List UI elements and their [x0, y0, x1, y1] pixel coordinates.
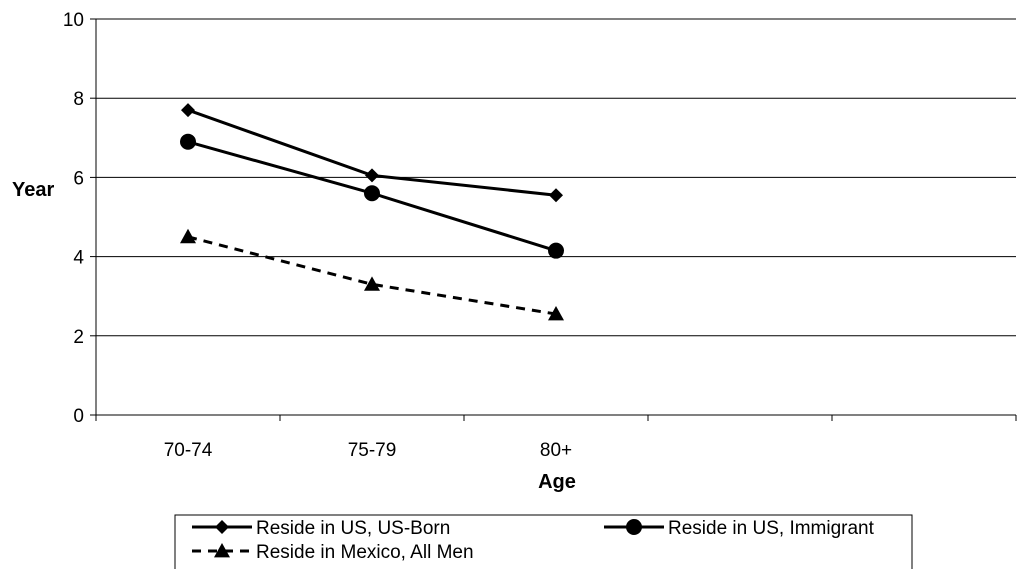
x-tick-labels: 70-74 75-79 80+ [164, 440, 572, 461]
legend-item: Reside in Mexico, All Men [192, 542, 474, 563]
legend-marker [214, 543, 230, 558]
legend-marker [626, 519, 642, 535]
gridlines [96, 18, 1016, 337]
series-1 [181, 103, 563, 203]
legend-item: Reside in US, US-Born [192, 518, 450, 539]
data-point [181, 103, 195, 118]
series-line [187, 235, 557, 316]
series-3 [180, 228, 564, 321]
legend-item: Reside in US, Immigrant [604, 518, 875, 539]
legend-label: Reside in US, Immigrant [668, 518, 875, 539]
axes [90, 18, 1017, 421]
x-tick-label: 80+ [540, 440, 572, 461]
legend-marker [215, 520, 229, 534]
data-point [548, 242, 564, 259]
series-2 [180, 133, 564, 259]
x-axis-title: Age [538, 471, 576, 493]
legend-label: Reside in Mexico, All Men [256, 542, 474, 563]
legend-box [174, 514, 913, 569]
data-point [549, 188, 563, 203]
legend: Reside in US, US-Born Reside in US, Immig… [174, 514, 913, 569]
series-line [187, 108, 557, 197]
x-tick-label: 70-74 [164, 440, 213, 461]
series-group [180, 103, 564, 321]
x-tick-label: 75-79 [348, 440, 397, 461]
data-point [364, 276, 380, 291]
data-point [365, 168, 379, 183]
legend-label: Reside in US, US-Born [256, 518, 450, 539]
y-axis-title: Year [12, 179, 54, 201]
y-tick-label: 0 [73, 406, 84, 427]
y-tick-label: 10 [63, 10, 84, 31]
y-tick-label: 4 [73, 248, 84, 269]
data-point [548, 306, 564, 321]
y-tick-labels: 0 2 4 6 8 10 [63, 10, 85, 427]
y-tick-label: 6 [73, 168, 84, 189]
data-point [180, 133, 196, 150]
y-tick-label: 2 [73, 327, 84, 348]
y-tick-label: 8 [73, 89, 84, 110]
data-point [180, 228, 196, 244]
data-point [364, 185, 380, 202]
